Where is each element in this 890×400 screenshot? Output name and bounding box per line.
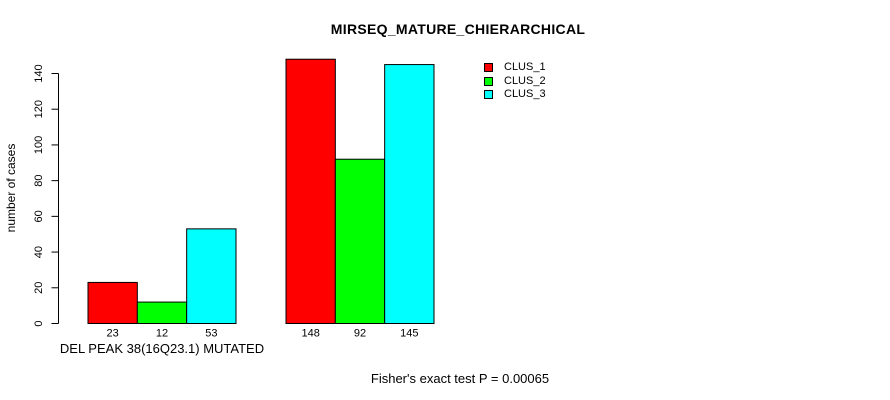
legend: CLUS_1 CLUS_2 CLUS_3 bbox=[484, 61, 546, 100]
bar-clus_1-group1 bbox=[87, 281, 138, 324]
y-tick-label: 100 bbox=[33, 136, 45, 154]
y-tick-label: 80 bbox=[33, 175, 45, 187]
legend-swatch-icon bbox=[484, 76, 493, 86]
legend-swatch-icon bbox=[484, 90, 493, 99]
bar-value-label: 23 bbox=[107, 328, 119, 340]
bar-clus_3-group1 bbox=[186, 228, 237, 325]
bar-value-label: 92 bbox=[354, 328, 366, 340]
y-tick-label: 40 bbox=[33, 246, 45, 258]
legend-label: CLUS_3 bbox=[504, 88, 546, 100]
legend-item-clus_1: CLUS_1 bbox=[484, 61, 546, 73]
y-axis-title: number of cases bbox=[4, 143, 18, 233]
legend-label: CLUS_1 bbox=[504, 61, 546, 73]
bar-clus_2-group1 bbox=[136, 301, 188, 325]
bar-clus_1-group2 bbox=[285, 58, 336, 324]
legend-label: CLUS_2 bbox=[504, 74, 546, 87]
bar-value-label: 145 bbox=[400, 328, 418, 340]
stat-annotation: Fisher's exact test P = 0.00065 bbox=[370, 371, 550, 386]
y-tick-label: 20 bbox=[33, 282, 45, 294]
legend-swatch-icon bbox=[484, 63, 493, 72]
x-category-label: DEL PEAK 38(16Q23.1) MUTATED bbox=[59, 341, 265, 356]
bar-clus_3-group2 bbox=[384, 64, 435, 324]
bar-value-label: 148 bbox=[301, 328, 319, 340]
bar-value-label: 53 bbox=[205, 328, 217, 340]
y-tick-label: 120 bbox=[33, 100, 45, 118]
legend-item-clus_3: CLUS_3 bbox=[484, 88, 546, 100]
legend-item-clus_2: CLUS_2 bbox=[484, 74, 546, 87]
y-tick-label: 140 bbox=[33, 64, 45, 82]
chart-title: MIRSEQ_MATURE_CHIERARCHICAL bbox=[330, 21, 586, 37]
y-tick-label: 60 bbox=[33, 210, 45, 222]
bar-clus_2-group2 bbox=[334, 158, 386, 324]
bar-value-label: 12 bbox=[156, 328, 168, 340]
y-tick-label: 0 bbox=[33, 320, 45, 326]
